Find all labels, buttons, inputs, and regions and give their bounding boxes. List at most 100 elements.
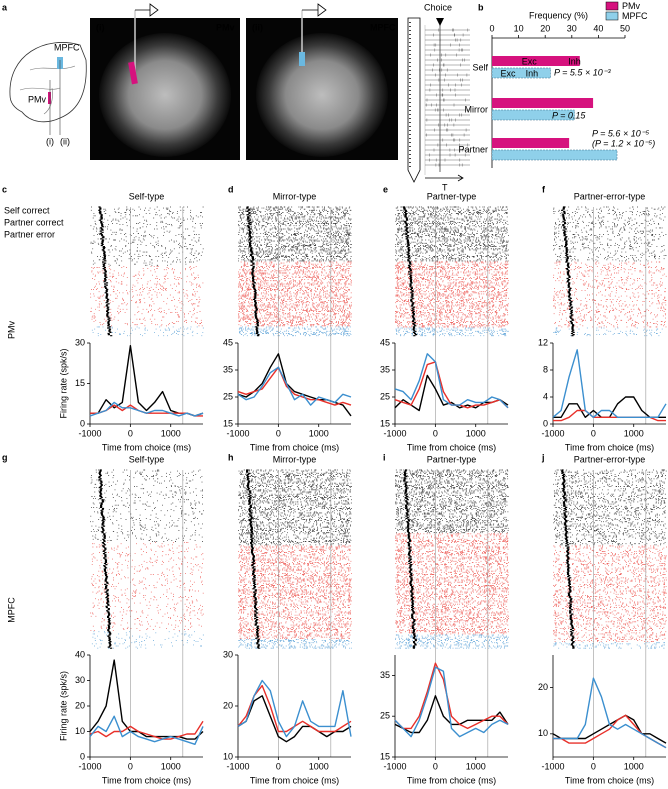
raster-cue (561, 206, 569, 262)
raster-spikes (90, 469, 204, 542)
panel-a-label: MPFC (54, 42, 80, 52)
raster-cue (102, 265, 111, 327)
raster-cue (412, 327, 418, 337)
y-tick-label: 30 (75, 675, 85, 685)
chart-title: Partner-type (427, 191, 477, 201)
bar (491, 109, 575, 121)
x-tick-label: 1000 (161, 428, 181, 438)
x-tick-label: -1000 (383, 761, 406, 771)
category-label: Self (472, 62, 488, 72)
raster-cue (407, 533, 416, 635)
panel-a-label: (ii) (60, 136, 70, 146)
y-tick-label: 35 (223, 364, 233, 374)
y-tick-label: 10 (538, 728, 548, 738)
raster-cue (255, 326, 260, 337)
raster-spikes (395, 206, 509, 262)
panel-a-label: MPFC (370, 22, 396, 32)
legend-swatch (605, 1, 619, 11)
bar (491, 149, 618, 161)
x-tick-label: 0 (276, 428, 281, 438)
panel-a-label: (i) (46, 136, 54, 146)
x-tick-label: 1000 (466, 428, 486, 438)
raster-spikes (238, 326, 352, 337)
chart-title: Partner-type (427, 454, 477, 464)
x-tick-label: 1000 (624, 761, 644, 771)
psth-line (394, 662, 509, 730)
x-tick-label: 10 (514, 23, 524, 33)
x-tick-label: -1000 (78, 428, 101, 438)
raster-spikes (395, 469, 509, 534)
psth-line (237, 695, 352, 743)
psth-line (553, 409, 666, 422)
segment-label: Inh (526, 68, 539, 78)
chart-title: Mirror-type (273, 454, 317, 464)
psth-line (237, 366, 352, 406)
raster-spikes (395, 261, 509, 328)
raster-spikes (238, 545, 352, 639)
raster-spikes (395, 634, 509, 649)
raster-sketch (425, 28, 470, 167)
axis-label: Frequency (%) (529, 10, 588, 20)
p-value: P = 0.15 (552, 110, 586, 120)
x-tick-label: 1000 (466, 761, 486, 771)
psth-line (553, 396, 666, 418)
psth-line (90, 345, 204, 417)
x-tick-label: 0 (433, 761, 438, 771)
legend-label: Self correct (4, 205, 50, 215)
psth-line (237, 679, 352, 738)
y-tick-label: 10 (75, 726, 85, 736)
panel-a-label: (i) (96, 22, 105, 32)
chart-title: Self-type (129, 454, 165, 464)
y-tick-label: 35 (380, 364, 390, 374)
row-label: PMv (6, 321, 16, 340)
x-tick-label: 0 (128, 761, 133, 771)
mri-images (90, 3, 398, 160)
category-label: Mirror (465, 104, 489, 114)
psth-line (89, 401, 204, 417)
chart-title: Mirror-type (273, 191, 317, 201)
y-tick-label: 45 (223, 337, 233, 347)
raster-spikes (395, 533, 509, 635)
panel-letter: b (478, 2, 484, 12)
y-tick-label: 0 (543, 418, 548, 428)
category-label: Partner (458, 144, 488, 154)
raster-spikes (553, 469, 667, 546)
legend-label: MPFC (622, 11, 648, 21)
x-tick-label: -1000 (78, 761, 101, 771)
psth-line (552, 349, 667, 418)
panel-letter: d (228, 184, 234, 194)
y-tick-label: 25 (380, 711, 390, 721)
panel-letter: j (541, 452, 545, 462)
x-tick-label: 0 (591, 761, 596, 771)
y-tick-label: 20 (223, 700, 233, 710)
raster-spikes (238, 638, 352, 649)
psth-line (89, 715, 204, 745)
y-tick-label: 0 (80, 418, 85, 428)
panel-a-label: PMv (28, 94, 47, 104)
raster-cue (98, 206, 107, 266)
chart-title: Partner-error-type (574, 191, 646, 201)
x-tick-label: 0 (276, 761, 281, 771)
raster-cue (250, 261, 259, 327)
segment-label: Exc (500, 68, 516, 78)
psth-line (553, 677, 667, 749)
x-axis-label: Time from choice (ms) (565, 442, 654, 452)
psth-line (394, 353, 509, 409)
raster-cue (565, 261, 575, 328)
x-tick-label: -1000 (226, 428, 249, 438)
y-tick-label: 15 (380, 418, 390, 428)
raster-cue (250, 545, 260, 639)
y-tick-label: 12 (538, 337, 548, 347)
raster-cue (403, 206, 411, 262)
y-tick-label: 20 (538, 682, 548, 692)
bar (491, 67, 551, 79)
raster-cue (98, 469, 106, 543)
y-tick-label: 35 (380, 670, 390, 680)
y-tick-label: 4 (543, 391, 548, 401)
panel-letter: c (2, 184, 7, 194)
panel-letter: i (383, 452, 386, 462)
raster-spikes (553, 642, 665, 649)
chart-title: Self-type (129, 191, 165, 201)
chart-title: Partner-error-type (574, 454, 646, 464)
panel-a-label: Choice (424, 2, 452, 12)
